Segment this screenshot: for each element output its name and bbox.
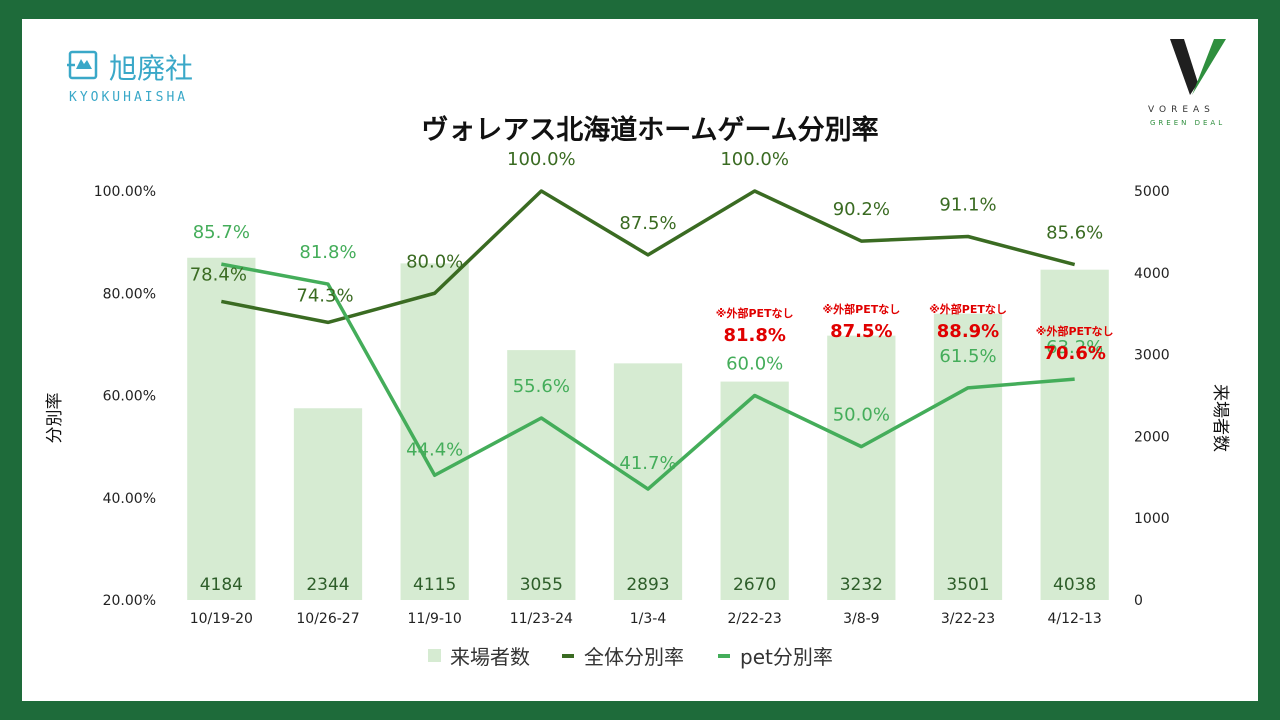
overall-rate-label: 100.0%: [720, 149, 789, 170]
bar-value-label: 3501: [946, 575, 989, 595]
voreas-v-icon: [1170, 39, 1226, 95]
annotation-value: 81.8%: [723, 325, 785, 346]
overall-rate-label: 91.1%: [939, 195, 996, 216]
voreas-name: VOREAS: [1148, 105, 1215, 115]
pet-rate-label: 60.0%: [726, 354, 783, 375]
overall-rate-label: 80.0%: [406, 251, 463, 272]
overall-rate-label: 100.0%: [507, 149, 576, 170]
legend-label: pet分別率: [740, 645, 833, 669]
bar: [187, 257, 256, 600]
bar: [293, 408, 363, 600]
pet-rate-label: 55.6%: [513, 376, 570, 397]
kyokuhaisha-subtitle: KYOKUHAISHA: [69, 90, 189, 105]
y-axis-right-tick: 5000: [1134, 184, 1170, 200]
legend-swatch-bar: [428, 649, 441, 662]
bar: [1040, 269, 1109, 600]
bar-value-label: 3232: [840, 575, 883, 595]
annotation-note: ※外部PETなし: [1036, 324, 1114, 338]
annotation-note: ※外部PETなし: [716, 306, 794, 320]
x-axis-tick: 4/12-13: [1048, 611, 1102, 627]
overall-rate-label: 90.2%: [833, 199, 890, 220]
pet-rate-label: 50.0%: [833, 405, 890, 426]
bar-value-label: 4038: [1053, 575, 1096, 595]
bar: [720, 381, 789, 600]
pet-rate-label: 61.5%: [939, 346, 996, 367]
pet-rate-label: 81.8%: [299, 242, 356, 263]
annotation-value: 70.6%: [1043, 343, 1105, 364]
x-axis-tick: 2/22-23: [728, 611, 782, 627]
kyokuhaisha-mark-icon: [67, 50, 98, 80]
series-line-pet: [221, 262, 1075, 491]
pet-rate-label: 44.4%: [406, 439, 463, 460]
overall-rate-label: 74.3%: [296, 285, 353, 306]
y-axis-right-title: 来場者数: [1210, 384, 1230, 452]
x-axis-tick: 11/23-24: [510, 611, 573, 627]
x-axis-tick: 10/19-20: [190, 611, 253, 627]
bar: [507, 350, 576, 600]
pet-rate-label: 41.7%: [619, 453, 676, 474]
x-axis-tick: 11/9-10: [408, 611, 462, 627]
y-axis-left-tick: 40.00%: [103, 491, 156, 507]
overall-rate-label: 87.5%: [619, 213, 676, 234]
bar: [613, 363, 683, 600]
overall-rate-label: 85.6%: [1046, 223, 1103, 244]
legend-label: 来場者数: [450, 645, 530, 669]
x-axis-tick: 3/8-9: [843, 611, 880, 627]
y-axis-right-tick: 2000: [1134, 429, 1170, 445]
bar-value-label: 2893: [626, 575, 669, 595]
y-axis-left-title: 分別率: [45, 393, 65, 444]
slide: 旭廃社 KYOKUHAISHA VOREAS GREEN DEAL ヴォレアス北…: [22, 19, 1258, 701]
overall-rate-label: 78.4%: [190, 264, 247, 285]
pet-rate-label: 85.7%: [193, 222, 250, 243]
annotation-note: ※外部PETなし: [822, 302, 900, 316]
y-axis-right-tick: 4000: [1134, 266, 1170, 282]
bar: [933, 313, 1003, 600]
series-line-overall: [220, 189, 1076, 325]
annotation-value: 87.5%: [830, 321, 892, 342]
y-axis-left-tick: 80.00%: [103, 286, 156, 302]
chart: ヴォレアス北海道ホームゲーム分別率 分別率 来場者数 20.00% 40.00% 6…: [45, 114, 1230, 669]
voreas-logo: VOREAS GREEN DEAL: [1140, 35, 1240, 141]
y-axis-right-tick: 0: [1134, 593, 1143, 609]
y-axis-left-tick: 20.00%: [103, 593, 156, 609]
chart-title: ヴォレアス北海道ホームゲーム分別率: [421, 114, 878, 146]
bar-value-label: 4115: [413, 575, 456, 595]
bar-value-label: 2670: [733, 575, 776, 595]
bar: [827, 335, 896, 600]
kyokuhaisha-name: 旭廃社: [109, 52, 194, 85]
bar-value-label: 4184: [200, 575, 243, 595]
legend-label: 全体分別率: [584, 645, 684, 669]
y-axis-left-tick: 60.00%: [103, 389, 156, 405]
x-axis-tick: 3/22-23: [941, 611, 995, 627]
voreas-tagline: GREEN DEAL: [1150, 119, 1226, 127]
x-axis-tick: 10/26-27: [296, 611, 359, 627]
y-axis-left-tick: 100.00%: [94, 184, 156, 200]
bar-value-label: 3055: [520, 575, 563, 595]
x-axis-tick: 1/3-4: [630, 611, 667, 627]
y-axis-right-tick: 1000: [1134, 511, 1170, 527]
annotation-value: 88.9%: [937, 321, 999, 342]
pet-rate-label: 63.2%: [1046, 337, 1103, 358]
bar-value-label: 2344: [306, 575, 349, 595]
annotation-note: ※外部PETなし: [929, 302, 1007, 316]
y-axis-right-tick: 3000: [1134, 348, 1170, 364]
